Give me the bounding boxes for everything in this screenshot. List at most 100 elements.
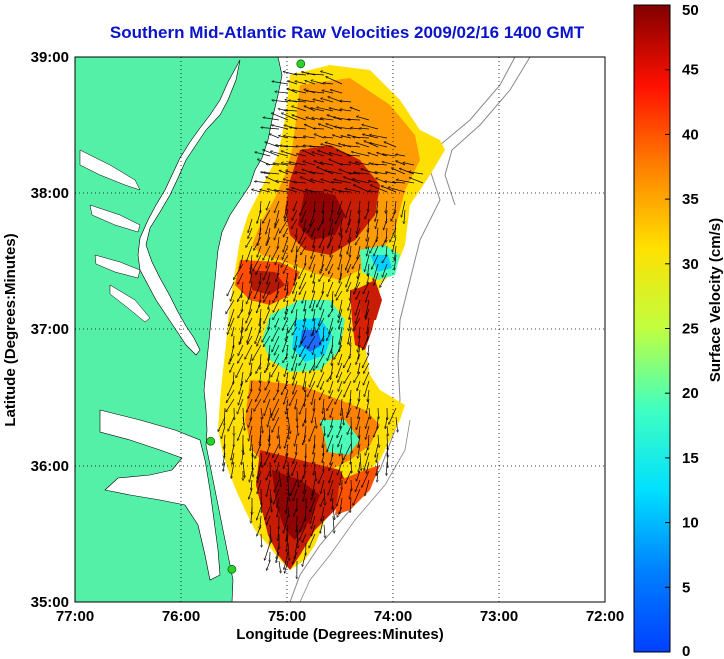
velocity-arrow — [248, 389, 253, 398]
velocity-arrow — [378, 434, 379, 447]
velocity-arrow — [356, 143, 370, 148]
velocity-arrow — [263, 281, 271, 298]
velocity-arrow — [362, 470, 370, 487]
velocity-arrow — [236, 362, 244, 377]
velocity-arrow — [367, 245, 370, 256]
velocity-arrow — [272, 81, 289, 85]
x-tick-label: 73:00 — [480, 608, 518, 625]
velocity-arrow — [293, 200, 298, 211]
velocity-arrow — [346, 254, 352, 270]
velocity-arrow — [273, 407, 280, 420]
velocity-arrow — [342, 452, 343, 463]
velocity-arrow — [339, 236, 343, 248]
velocity-arrow — [292, 90, 307, 94]
velocity-arrow — [301, 326, 307, 344]
velocity-arrow — [262, 326, 271, 342]
x-tick-label: 77:00 — [56, 608, 94, 625]
velocity-arrow — [257, 524, 262, 536]
velocity-arrow — [271, 151, 289, 157]
velocity-arrow — [317, 371, 325, 387]
velocity-arrow — [247, 326, 253, 343]
velocity-arrow — [260, 190, 271, 193]
velocity-arrow — [278, 425, 280, 438]
velocity-arrow — [352, 254, 361, 269]
velocity-arrow — [353, 179, 370, 184]
velocity-arrow — [340, 470, 343, 485]
velocity-arrow — [306, 407, 307, 423]
velocity-arrow — [275, 254, 280, 265]
velocity-arrow — [231, 461, 235, 478]
velocity-arrow — [274, 479, 280, 492]
velocity-arrow — [315, 470, 316, 481]
velocity-arrow — [289, 389, 298, 406]
velocity-arrow — [384, 142, 397, 148]
velocity-arrow — [274, 227, 280, 240]
velocity-arrow — [264, 398, 271, 415]
velocity-arrow — [257, 245, 262, 257]
velocity-arrow — [276, 181, 289, 184]
velocity-arrow — [400, 169, 415, 175]
velocity-arrow — [330, 209, 334, 221]
velocity-arrow — [336, 290, 343, 300]
velocity-arrow — [260, 380, 262, 390]
velocity-arrow — [367, 272, 370, 284]
velocity-arrow — [354, 281, 361, 294]
chesapeake-bay — [137, 59, 241, 356]
velocity-arrow — [351, 128, 361, 129]
velocity-arrow — [329, 218, 334, 235]
velocity-arrow — [340, 416, 343, 428]
velocity-arrow — [332, 353, 334, 365]
colorbar-tick-label: 0 — [682, 643, 690, 659]
velocity-arrow — [356, 470, 361, 481]
velocity-arrow — [323, 461, 324, 471]
x-tick-label: 74:00 — [374, 608, 412, 625]
colorbar-gradient — [633, 4, 671, 653]
chart-title: Southern Mid-Atlantic Raw Velocities 200… — [110, 23, 585, 42]
colorbar-tick-label: 20 — [682, 385, 699, 402]
velocity-arrow — [341, 398, 342, 415]
velocity-arrow — [372, 254, 379, 269]
velocity-arrow — [247, 335, 253, 344]
velocity-arrow — [311, 80, 325, 85]
velocity-arrow — [297, 425, 298, 435]
velocity-arrow — [321, 479, 325, 493]
velocity-arrow — [313, 308, 316, 321]
velocity-arrow — [285, 308, 289, 319]
velocity-arrow — [293, 362, 298, 379]
velocity-arrow — [282, 245, 289, 259]
velocity-arrow — [226, 389, 235, 402]
velocity-arrow — [308, 335, 316, 348]
velocity-arrow — [332, 200, 333, 212]
velocity-arrow — [303, 416, 307, 426]
y-tick-label: 36:00 — [31, 458, 69, 475]
station-marker — [206, 436, 216, 446]
velocity-arrow — [305, 380, 307, 392]
velocity-arrow — [290, 127, 307, 130]
velocity-arrow — [348, 299, 352, 310]
velocity-arrow — [296, 227, 297, 237]
velocity-arrow — [251, 479, 252, 490]
velocity-arrow — [327, 281, 334, 296]
velocity-arrow — [304, 308, 307, 321]
velocity-arrow — [351, 479, 352, 491]
velocity-arrow — [310, 362, 316, 373]
velocity-arrow — [267, 227, 271, 243]
velocity-arrow — [284, 110, 298, 111]
velocity-arrow — [363, 353, 370, 368]
velocity-arrow — [320, 299, 325, 310]
velocity-arrow — [295, 398, 298, 409]
velocity-arrow — [358, 344, 361, 359]
colorbar-tick-label: 40 — [682, 126, 699, 143]
velocity-arrow — [242, 416, 245, 430]
velocity-arrow — [320, 389, 325, 400]
velocity-arrow — [331, 488, 334, 501]
velocity-arrow — [311, 180, 325, 184]
velocity-arrow — [351, 461, 352, 473]
velocity-arrow — [254, 281, 262, 298]
velocity-arrow — [255, 152, 271, 157]
velocity-arrow — [318, 470, 325, 483]
velocity-arrow — [272, 100, 289, 103]
velocity-arrow — [294, 290, 298, 301]
velocity-arrow — [314, 134, 325, 139]
